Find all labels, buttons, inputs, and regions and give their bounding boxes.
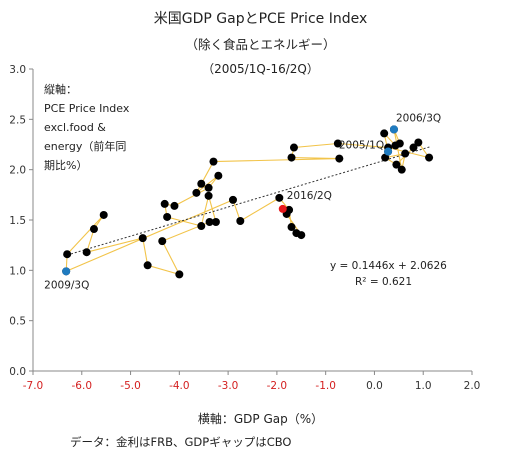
data-point — [392, 160, 401, 169]
data-point — [170, 201, 179, 210]
data-point — [289, 143, 298, 152]
data-point — [425, 153, 434, 162]
data-point — [175, 270, 184, 279]
data-point — [287, 153, 296, 162]
x-tick-label: -4.0 — [169, 380, 190, 392]
data-point — [414, 138, 423, 147]
highlight-label: 2005/1Q — [339, 140, 384, 152]
data-point — [409, 143, 418, 152]
data-point — [401, 149, 410, 158]
data-point — [381, 153, 390, 162]
data-point — [287, 223, 296, 232]
data-point — [192, 188, 201, 197]
chart-subtitle: （除く食品とエネルギー） — [185, 37, 336, 52]
y-tick-label: 1.5 — [9, 215, 26, 227]
data-point — [297, 231, 306, 240]
x-tick-label: -7.0 — [23, 380, 44, 392]
x-tick-label: 1.0 — [415, 380, 432, 392]
trendline — [67, 146, 431, 256]
data-point — [89, 225, 98, 234]
y-tick-label: 1.0 — [9, 265, 26, 277]
x-tick-label: -2.0 — [267, 380, 288, 392]
data-point — [204, 191, 213, 200]
data-point — [275, 193, 284, 202]
data-source: データ：金利はFRB、GDPギャップはCBO — [70, 435, 292, 449]
data-point — [236, 217, 245, 226]
x-tick-label: 2.0 — [464, 380, 481, 392]
y-tick-label: 2.0 — [9, 165, 26, 177]
chart-period: （2005/1Q-16/2Q） — [202, 62, 319, 76]
data-point — [160, 199, 169, 208]
data-point — [163, 212, 172, 221]
highlight-label: 2016/2Q — [287, 190, 332, 202]
data-point — [63, 250, 72, 259]
data-point — [158, 237, 167, 246]
data-point — [205, 218, 214, 227]
x-axis-label: 横軸：GDP Gap（%） — [197, 412, 324, 426]
series-path — [65, 129, 431, 276]
chart-title: 米国GDP GapとPCE Price Index — [153, 11, 368, 27]
trend-r2: R² = 0.621 — [355, 276, 412, 288]
data-point — [214, 171, 223, 180]
x-tick-label: -1.0 — [315, 380, 336, 392]
x-tick-label: -3.0 — [218, 380, 239, 392]
y-tick-label: 0.0 — [9, 366, 26, 378]
data-point — [333, 139, 342, 148]
data-point — [380, 129, 389, 138]
data-point — [197, 222, 206, 231]
x-tick-label: -5.0 — [120, 380, 141, 392]
data-point — [209, 157, 218, 166]
y-tick-label: 3.0 — [9, 64, 26, 76]
highlight-point — [384, 147, 393, 156]
trend-equation: y = 0.1446x + 2.0626 — [330, 260, 447, 272]
highlight-label: 2006/3Q — [396, 112, 441, 124]
highlight-label: 2009/3Q — [44, 279, 89, 291]
data-point — [143, 261, 152, 270]
data-point — [211, 218, 220, 227]
data-point — [138, 234, 147, 243]
x-tick-label: -6.0 — [72, 380, 93, 392]
highlight-point — [278, 204, 287, 213]
data-point — [197, 179, 206, 188]
highlight-point — [62, 267, 71, 276]
y-tick-label: 2.5 — [9, 114, 26, 126]
data-point — [82, 248, 91, 257]
y-tick-label: 0.5 — [9, 316, 26, 328]
data-point — [228, 195, 237, 204]
y-axis-label: 縦軸： PCE Price Index excl.food & energy（前… — [44, 83, 130, 172]
highlight-point — [389, 125, 398, 134]
data-point — [204, 183, 213, 192]
x-tick-label: 0.0 — [366, 380, 383, 392]
data-point — [395, 139, 404, 148]
data-point — [99, 210, 108, 219]
data-point — [335, 154, 344, 163]
data-point — [397, 165, 406, 174]
